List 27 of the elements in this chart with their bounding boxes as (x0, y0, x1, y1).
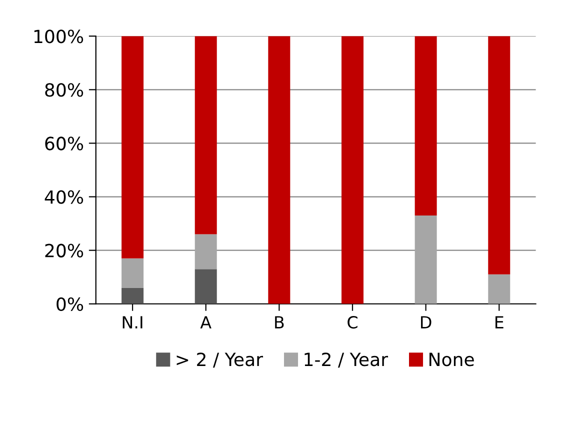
x-tick-label: E (496, 316, 504, 328)
bar (194, 234, 217, 270)
bar (414, 216, 437, 304)
bar (194, 269, 217, 304)
x-tick-label: B (275, 316, 284, 328)
legend-label: 1-2 / Year (304, 352, 388, 368)
bar (194, 36, 217, 234)
bar (268, 36, 290, 304)
bar (122, 36, 144, 258)
bar (488, 274, 510, 304)
y-tick-label: 80% (45, 83, 84, 97)
legend-label: > 2 / Year (176, 352, 264, 368)
y-tick-label: 0% (56, 297, 84, 311)
bar (488, 36, 510, 274)
x-tick-label: A (200, 316, 212, 328)
bar (122, 288, 144, 304)
x-tick-label: C (348, 316, 358, 329)
x-tick-label: N.I (122, 316, 142, 328)
bar (342, 36, 364, 304)
y-tick-label: 60% (45, 136, 84, 150)
y-tick-label: 40% (44, 190, 84, 204)
legend-label: None (430, 352, 474, 366)
bar (122, 258, 144, 288)
y-tick-label: 100% (34, 30, 84, 44)
bar (414, 36, 437, 216)
y-tick-label: 20% (45, 244, 84, 258)
x-tick-label: D (421, 316, 432, 328)
